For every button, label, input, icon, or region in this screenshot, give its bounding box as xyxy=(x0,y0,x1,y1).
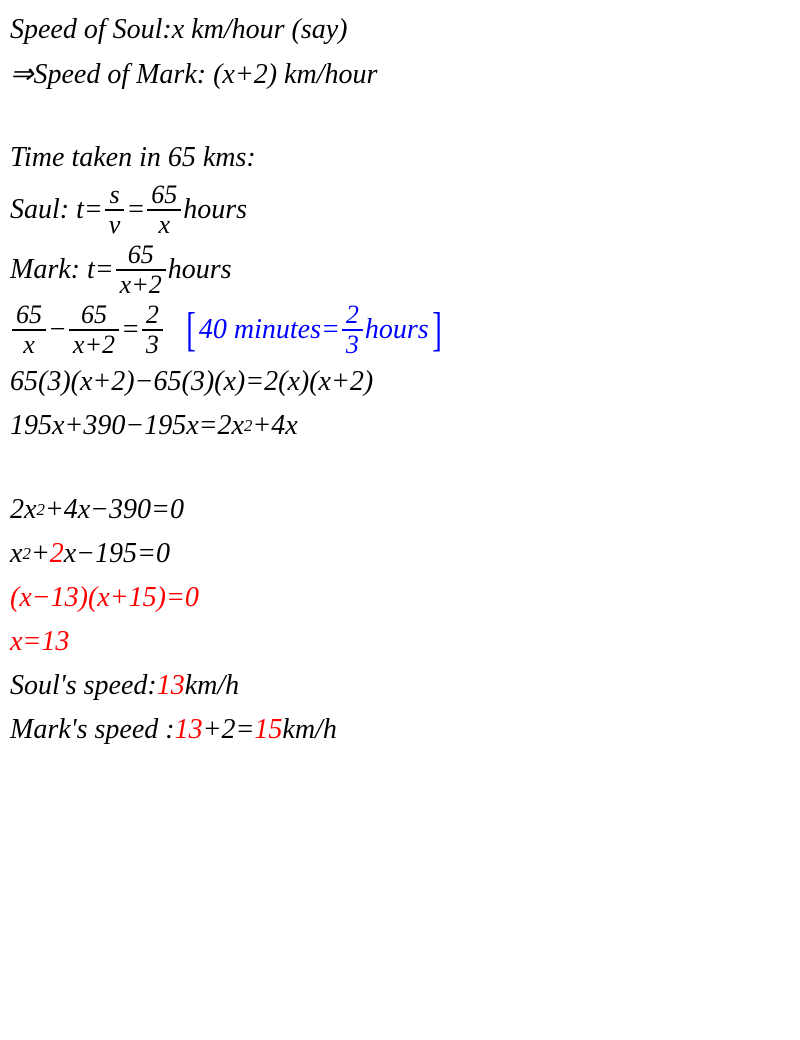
text: 195x+390−195x=2x xyxy=(10,410,244,442)
line-8: 195x+390−195x=2x2+4x xyxy=(10,404,790,448)
line-13: Soul's speed: 13km/h xyxy=(10,664,790,708)
superscript: 2 xyxy=(36,500,44,520)
text: km/h xyxy=(185,670,239,702)
line-11: (x−13)(x+15)=0 xyxy=(10,576,790,620)
line-12: x=13 xyxy=(10,620,790,664)
text: km/h xyxy=(282,714,336,746)
text: 13 xyxy=(41,626,69,658)
text: x xyxy=(10,538,22,570)
text: + xyxy=(31,538,50,570)
denominator: 3 xyxy=(342,331,363,360)
blank-line xyxy=(10,96,790,136)
text: (x−13)(x+15)=0 xyxy=(10,582,199,614)
superscript: 2 xyxy=(22,544,30,564)
fraction-2-over-3-blue: 2 3 xyxy=(342,301,363,360)
text: Time taken in 65 kms: xyxy=(10,142,256,174)
numerator: 2 xyxy=(142,301,163,330)
numerator: 65 xyxy=(124,241,158,270)
fraction-s-over-v: s v xyxy=(105,181,125,240)
text: +2= xyxy=(203,714,255,746)
numerator: 65 xyxy=(12,301,46,330)
denominator: x xyxy=(154,211,174,240)
text: x km/hour (say) xyxy=(172,14,348,46)
numerator: s xyxy=(105,181,123,210)
text: − xyxy=(48,314,67,346)
text: hours xyxy=(168,254,232,286)
text: x= xyxy=(10,626,41,658)
line-5: Mark: t= 65 x+2 hours xyxy=(10,240,790,300)
text: = xyxy=(126,194,145,226)
text: 15 xyxy=(254,714,282,746)
superscript: 2 xyxy=(244,416,252,436)
text: Speed of Soul: xyxy=(10,14,172,46)
text: x−195=0 xyxy=(64,538,170,570)
text: 2 xyxy=(50,538,64,570)
text: +4x xyxy=(252,410,297,442)
text: hours xyxy=(183,194,247,226)
line-2: ⇒Speed of Mark: (x+2) km/hour xyxy=(10,52,790,96)
line-1: Speed of Soul: x km/hour (say) xyxy=(10,8,790,52)
text: Mark: t= xyxy=(10,254,114,286)
text: hours xyxy=(365,314,429,346)
line-6: 65 x − 65 x+2 = 2 3 [ 40 minutes= 2 3 ho… xyxy=(10,300,790,360)
fraction-65-over-x: 65 x xyxy=(12,301,46,360)
text: 13 xyxy=(175,714,203,746)
fraction-65-over-xplus2: 65 x+2 xyxy=(116,241,166,300)
line-3: Time taken in 65 kms: xyxy=(10,136,790,180)
line-14: Mark's speed : 13 +2=15 km/h xyxy=(10,708,790,752)
right-bracket-icon: ] xyxy=(432,311,442,349)
text: Saul: t= xyxy=(10,194,103,226)
line-10: x2+2x−195=0 xyxy=(10,532,790,576)
text: +4x−390=0 xyxy=(45,494,184,526)
fraction-65-over-x: 65 x xyxy=(147,181,181,240)
text: ⇒Speed of Mark: (x+2) km/hour xyxy=(10,57,377,91)
blank-line xyxy=(10,448,790,488)
line-9: 2x2+4x−390=0 xyxy=(10,488,790,532)
fraction-2-over-3: 2 3 xyxy=(142,301,163,360)
text: = xyxy=(121,314,140,346)
text: Soul's speed: xyxy=(10,670,157,702)
fraction-65-over-xplus2: 65 x+2 xyxy=(69,301,119,360)
denominator: x+2 xyxy=(69,331,119,360)
text: Mark's speed : xyxy=(10,714,175,746)
text: 2x xyxy=(10,494,36,526)
left-bracket-icon: [ xyxy=(186,311,196,349)
denominator: x xyxy=(19,331,39,360)
numerator: 2 xyxy=(342,301,363,330)
denominator: x+2 xyxy=(116,271,166,300)
line-4: Saul: t= s v = 65 x hours xyxy=(10,180,790,240)
numerator: 65 xyxy=(147,181,181,210)
denominator: 3 xyxy=(142,331,163,360)
text: 40 minutes= xyxy=(199,314,340,346)
line-7: 65(3)(x+2)−65(3)(x)=2(x)(x+2) xyxy=(10,360,790,404)
text: 65(3)(x+2)−65(3)(x)=2(x)(x+2) xyxy=(10,366,373,398)
denominator: v xyxy=(105,211,125,240)
text: 13 xyxy=(157,670,185,702)
numerator: 65 xyxy=(77,301,111,330)
